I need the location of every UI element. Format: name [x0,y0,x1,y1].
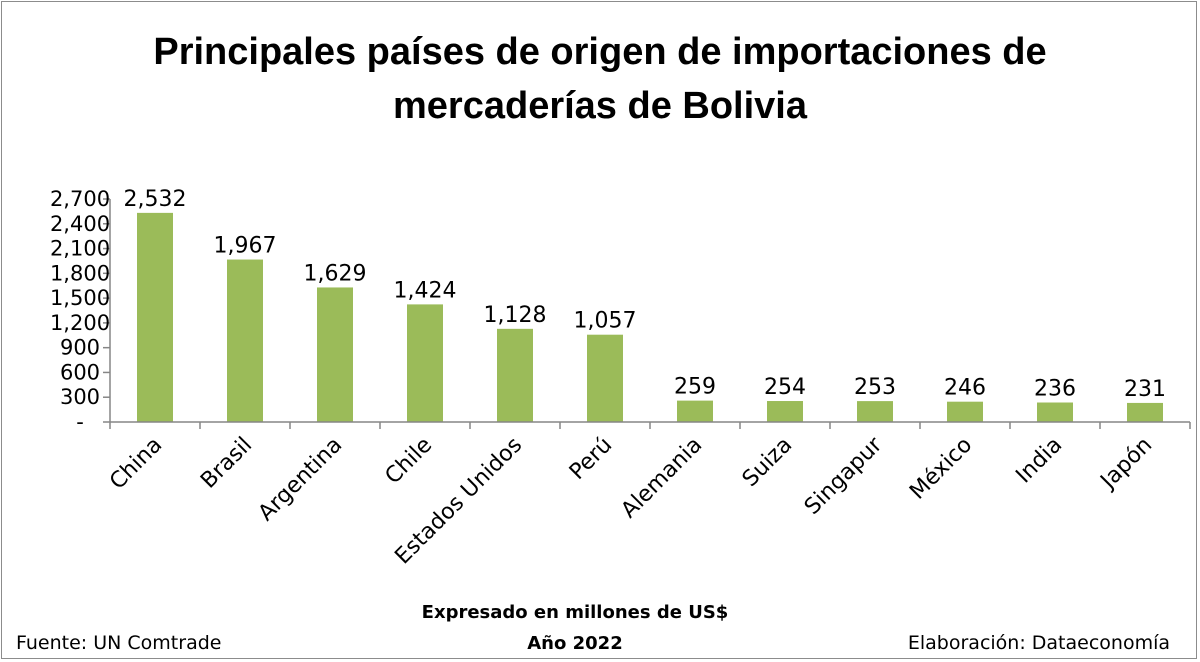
bar [587,334,623,422]
x-tick-label: Chile [381,433,438,490]
x-tick-label: Brasil [196,433,257,494]
data-label: 2,532 [124,187,187,212]
y-tick-label: 1,800 [50,261,110,285]
data-label: 231 [1124,377,1166,402]
bar [947,401,983,422]
y-tick-label: 2,400 [50,212,110,236]
y-tick-label: 1,500 [50,286,110,310]
x-tick-label: Argentina [254,433,348,527]
y-tick-label: 900 [60,336,100,360]
y-tick-label: 1,200 [50,311,110,335]
bar [137,212,173,422]
bar [1037,402,1073,422]
credit-note: Elaboración: Dataeconomía [908,632,1170,654]
data-label: 246 [944,376,986,401]
bar [767,401,803,422]
data-label: 1,057 [574,309,637,334]
chart-title-line-1: Principales países de origen de importac… [153,31,1046,73]
x-tick-label: Suiza [738,433,797,492]
data-label: 1,424 [394,278,457,303]
chart-title-line-2: mercaderías de Bolivia [393,85,808,127]
y-tick-label: 2,100 [50,237,110,261]
source-note: Fuente: UN Comtrade [16,632,221,654]
x-tick-label: Alemania [617,433,708,524]
data-label: 1,629 [304,261,367,286]
data-label: 236 [1034,377,1076,402]
x-tick-label: México [905,433,977,505]
chart-subtitle-units: Expresado en millones de US$ [422,602,729,623]
y-tick-label: 300 [60,385,100,409]
data-label: 253 [854,375,896,400]
data-label: 1,967 [214,234,277,259]
x-tick-label: Singapur [800,432,888,520]
chart-subtitle-year: Año 2022 [527,633,622,654]
x-tick-label: Perú [565,433,617,485]
x-tick-label: China [105,433,167,495]
bar [857,401,893,422]
bar [677,400,713,422]
bar [227,259,263,422]
y-tick-label: 2,700 [50,187,110,211]
data-label: 254 [764,375,806,400]
x-tick-label: India [1011,433,1067,489]
bar [497,328,533,422]
bar [317,287,353,422]
x-tick-label: Japón [1095,433,1157,495]
y-tick-label: - [76,410,84,434]
data-label: 259 [674,375,716,400]
bars: 2,532 1,967 1,629 1,424 1,128 1,057 259 254 253 2… [124,187,1166,422]
data-label: 1,128 [484,303,547,328]
bar [407,304,443,422]
bar [1127,402,1163,422]
y-tick-label: 600 [60,360,100,384]
